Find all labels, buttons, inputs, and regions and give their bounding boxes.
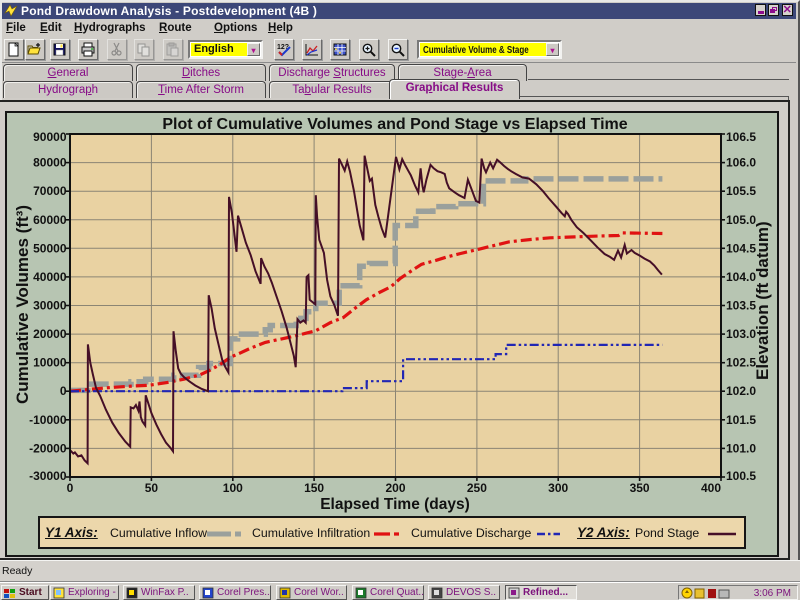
- svg-text:350: 350: [630, 481, 650, 495]
- svg-text:106.5: 106.5: [726, 130, 756, 144]
- svg-text:20000: 20000: [33, 327, 67, 341]
- svg-text:100.5: 100.5: [726, 469, 756, 483]
- svg-text:100: 100: [223, 481, 243, 495]
- svg-text:0: 0: [67, 481, 74, 495]
- svg-text:102.5: 102.5: [726, 356, 756, 370]
- svg-text:102.0: 102.0: [726, 384, 756, 398]
- svg-text:70000: 70000: [33, 184, 67, 198]
- svg-text:60000: 60000: [33, 213, 67, 227]
- svg-text:-20000: -20000: [29, 441, 67, 455]
- svg-text:80000: 80000: [33, 156, 67, 170]
- svg-text:101.0: 101.0: [726, 441, 756, 455]
- svg-text:104.5: 104.5: [726, 241, 756, 255]
- svg-text:12?: 12?: [277, 44, 289, 51]
- svg-text:103.5: 103.5: [726, 299, 756, 313]
- svg-text:0: 0: [60, 384, 67, 398]
- svg-text:50: 50: [145, 481, 159, 495]
- svg-text:-30000: -30000: [29, 469, 67, 483]
- svg-text:10000: 10000: [33, 356, 67, 370]
- svg-text:150: 150: [304, 481, 324, 495]
- svg-text:101.5: 101.5: [726, 413, 756, 427]
- svg-text:400: 400: [701, 481, 721, 495]
- svg-text:105.0: 105.0: [726, 213, 756, 227]
- svg-text:50000: 50000: [33, 241, 67, 255]
- svg-text:90000: 90000: [33, 130, 67, 144]
- svg-text:250: 250: [467, 481, 487, 495]
- svg-text:300: 300: [548, 481, 568, 495]
- svg-text:30000: 30000: [33, 299, 67, 313]
- svg-text:40000: 40000: [33, 270, 67, 284]
- svg-text:200: 200: [385, 481, 405, 495]
- svg-text:103.0: 103.0: [726, 327, 756, 341]
- svg-text:104.0: 104.0: [726, 270, 756, 284]
- svg-text:-10000: -10000: [29, 413, 67, 427]
- svg-text:105.5: 105.5: [726, 184, 756, 198]
- svg-text:106.0: 106.0: [726, 156, 756, 170]
